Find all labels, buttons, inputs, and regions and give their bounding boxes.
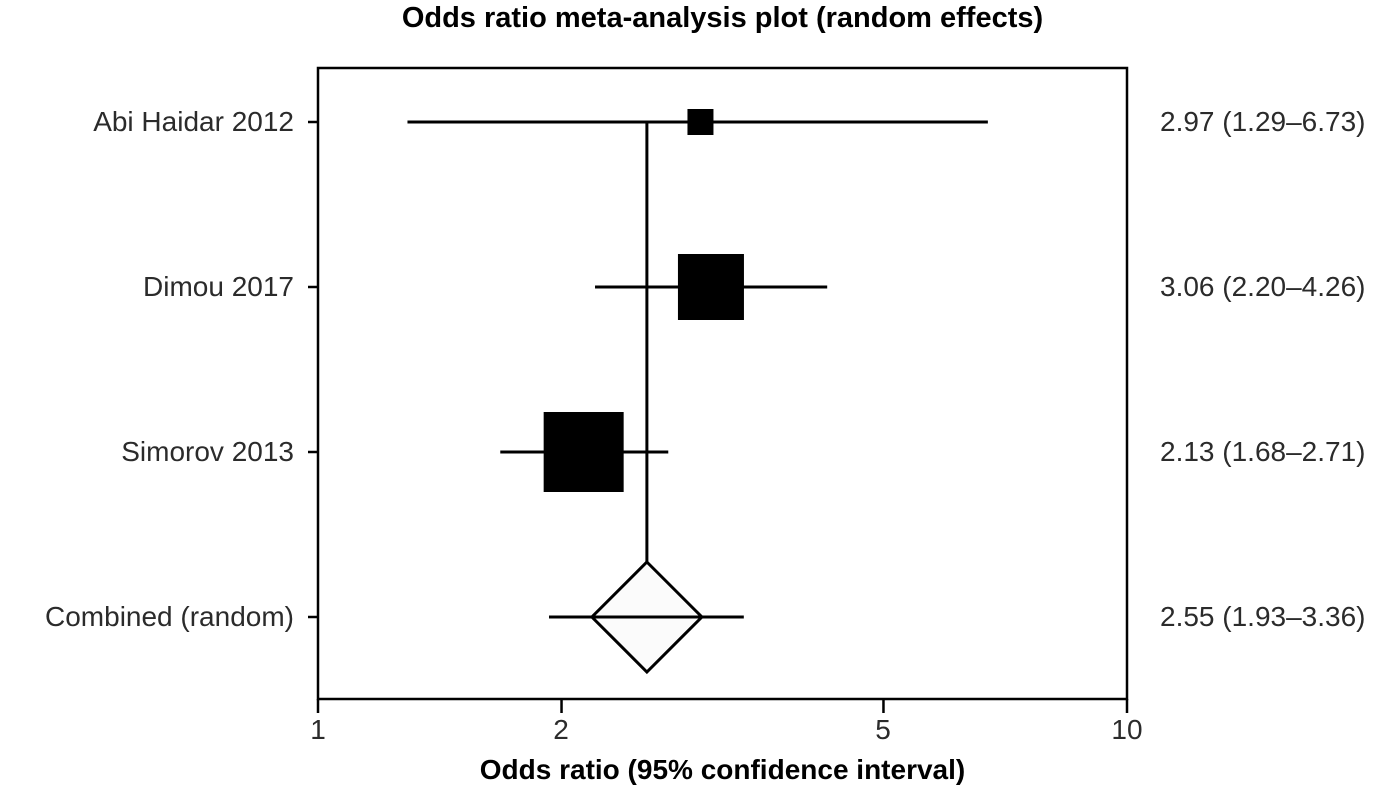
x-tick-label: 5 bbox=[875, 714, 891, 745]
study-label: Combined (random) bbox=[45, 601, 294, 632]
study-marker-square bbox=[677, 254, 744, 320]
study-label: Dimou 2017 bbox=[143, 271, 294, 302]
study-label: Simorov 2013 bbox=[121, 436, 294, 467]
x-axis-label: Odds ratio (95% confidence interval) bbox=[479, 754, 966, 785]
study-marker-square bbox=[543, 412, 624, 492]
study-estimate-value: 3.06 (2.20–4.26) bbox=[1160, 271, 1366, 302]
study-estimate-value: 2.97 (1.29–6.73) bbox=[1160, 106, 1366, 137]
study-estimate-value: 2.13 (1.68–2.71) bbox=[1160, 436, 1366, 467]
x-tick-label: 1 bbox=[310, 714, 326, 745]
x-tick-label: 10 bbox=[1111, 714, 1143, 745]
x-tick-label: 2 bbox=[553, 714, 569, 745]
plot-frame bbox=[316, 66, 1129, 701]
study-marker-square bbox=[687, 109, 714, 135]
study-estimate-value: 2.55 (1.93–3.36) bbox=[1160, 601, 1366, 632]
study-label: Abi Haidar 2012 bbox=[93, 106, 294, 137]
chart-title: Odds ratio meta-analysis plot (random ef… bbox=[401, 2, 1044, 34]
